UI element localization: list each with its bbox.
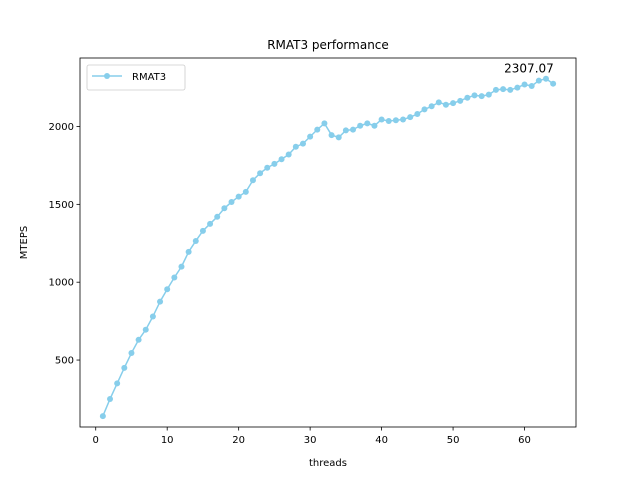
- data-point: [471, 92, 478, 99]
- data-point: [335, 134, 342, 141]
- x-tick-label: 20: [232, 435, 245, 446]
- data-point: [164, 286, 171, 293]
- data-point: [107, 395, 114, 402]
- data-point: [307, 133, 314, 140]
- data-point: [535, 77, 542, 84]
- x-tick-label: 50: [447, 435, 460, 446]
- data-point: [142, 326, 149, 333]
- data-point: [157, 298, 164, 305]
- data-point: [442, 101, 449, 108]
- data-point: [542, 75, 549, 82]
- x-axis-label: threads: [309, 458, 347, 469]
- data-point: [428, 103, 435, 110]
- y-tick-label: 500: [55, 356, 74, 367]
- legend-label-rmat3: RMAT3: [132, 72, 166, 83]
- data-point: [414, 111, 421, 118]
- data-point: [207, 220, 214, 227]
- data-point: [357, 122, 364, 129]
- data-point: [249, 177, 256, 184]
- data-point: [264, 164, 271, 171]
- data-point: [521, 81, 528, 88]
- series-line-rmat3: [102, 77, 554, 417]
- x-tick-label: 30: [304, 435, 317, 446]
- data-point: [371, 122, 378, 129]
- data-point: [457, 97, 464, 104]
- data-point: [192, 237, 199, 244]
- y-tick-label: 2000: [49, 122, 74, 133]
- data-point: [314, 126, 321, 133]
- data-point: [128, 350, 135, 357]
- data-point: [299, 140, 306, 147]
- data-point: [507, 86, 514, 93]
- data-point: [121, 364, 128, 371]
- data-point: [257, 170, 264, 177]
- x-tick-label: 40: [375, 435, 388, 446]
- y-axis-ticks: 500 1000 1500 2000: [49, 122, 80, 367]
- data-point: [364, 120, 371, 127]
- data-point: [392, 117, 399, 124]
- x-tick-label: 10: [161, 435, 174, 446]
- data-point: [450, 100, 457, 107]
- data-point: [321, 120, 328, 127]
- data-point: [228, 199, 235, 206]
- data-point: [407, 114, 414, 121]
- data-point: [421, 106, 428, 113]
- data-point: [350, 126, 357, 133]
- data-point: [199, 227, 206, 234]
- data-point: [185, 248, 192, 255]
- data-point: [464, 94, 471, 101]
- x-tick-label: 0: [93, 435, 99, 446]
- axes-frame: [79, 57, 577, 428]
- data-point: [135, 336, 142, 343]
- data-point: [435, 99, 442, 106]
- legend-marker-swatch: [104, 73, 110, 79]
- data-point: [235, 193, 242, 200]
- data-point: [400, 116, 407, 123]
- data-point: [328, 132, 335, 139]
- data-point: [478, 93, 485, 100]
- max-value-annotation: 2307.07: [504, 62, 554, 76]
- data-point: [178, 263, 185, 270]
- data-point: [221, 205, 228, 212]
- x-axis-ticks: 0 10 20 30 40 50 60: [93, 427, 531, 446]
- y-axis-label: MTEPS: [19, 226, 30, 259]
- data-point: [292, 143, 299, 150]
- data-point: [114, 380, 121, 387]
- data-point: [271, 160, 278, 167]
- data-point: [485, 91, 492, 98]
- data-point: [550, 80, 557, 87]
- data-point: [242, 188, 249, 195]
- data-point: [492, 86, 499, 93]
- y-tick-label: 1000: [49, 278, 74, 289]
- data-point: [149, 313, 156, 320]
- data-point: [342, 127, 349, 134]
- data-point: [278, 156, 285, 163]
- data-point: [378, 116, 385, 123]
- data-point: [385, 118, 392, 125]
- data-point: [171, 274, 178, 281]
- data-point: [214, 213, 221, 220]
- data-point: [99, 413, 106, 420]
- chart-title: RMAT3 performance: [267, 38, 389, 52]
- legend: RMAT3: [86, 64, 186, 91]
- plot-area: [99, 75, 557, 420]
- data-point: [528, 83, 535, 90]
- data-point: [514, 84, 521, 91]
- data-point: [285, 151, 292, 158]
- data-point: [500, 86, 507, 93]
- x-tick-label: 60: [518, 435, 531, 446]
- y-tick-label: 1500: [49, 200, 74, 211]
- legend-box: [86, 64, 186, 91]
